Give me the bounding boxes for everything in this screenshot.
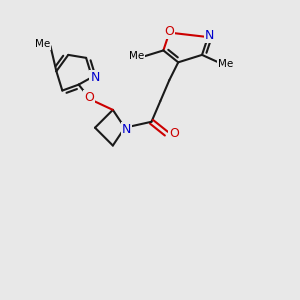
- Text: O: O: [84, 92, 94, 104]
- Text: N: N: [90, 71, 100, 84]
- Text: Me: Me: [218, 59, 233, 69]
- Text: O: O: [169, 127, 179, 140]
- Text: O: O: [164, 25, 174, 38]
- Text: N: N: [122, 123, 131, 136]
- Text: N: N: [205, 29, 214, 42]
- Text: Me: Me: [129, 51, 144, 62]
- Text: Me: Me: [35, 40, 51, 50]
